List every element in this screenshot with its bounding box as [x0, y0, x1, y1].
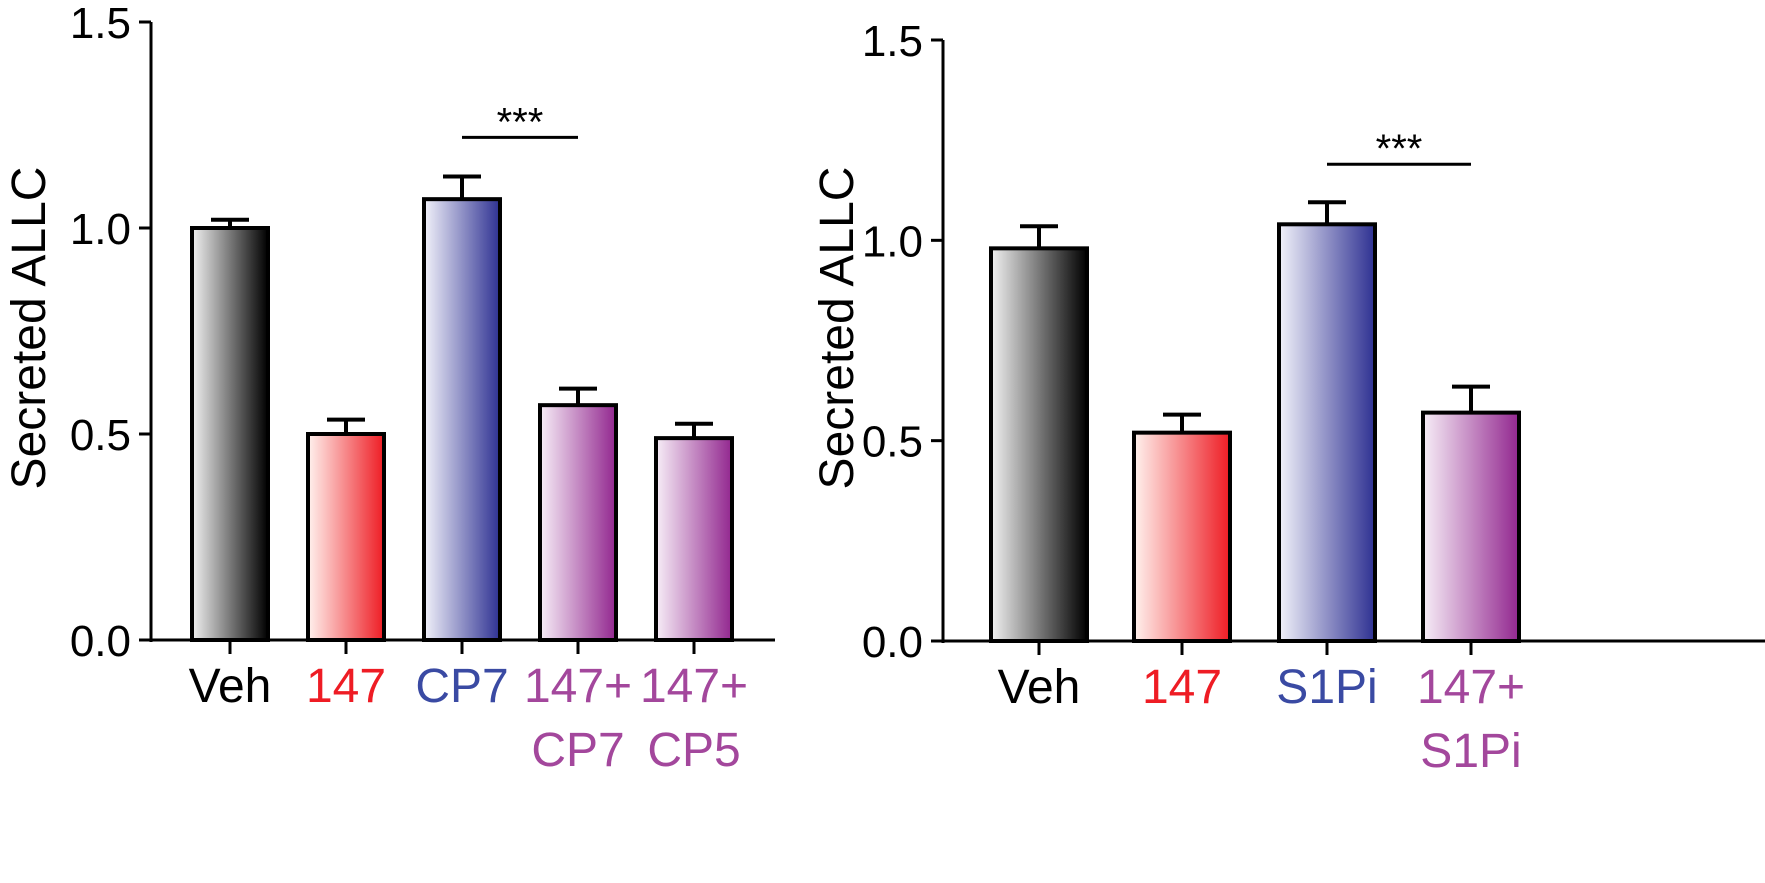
y-tick-label-3: 1.5: [70, 0, 131, 48]
left-bar-chart: Secreted ALLC 0.0 0.5 1.0 1.5 Veh 147 CP7 147+ CP…: [3, 0, 775, 777]
bar-2: [422, 197, 502, 642]
y-tick-label-1: 0.5: [862, 418, 923, 467]
y-tick-label-1: 0.5: [70, 411, 131, 460]
y-tick-label-2: 1.0: [862, 217, 923, 266]
x-category-label-3-0: 147+: [524, 660, 632, 713]
bar-3: [1421, 410, 1521, 643]
right-bar-chart: Secreted ALLC 0.0 0.5 1.0 1.5 Veh 147 S1Pi 147+ S…: [811, 17, 1765, 778]
x-category-label-1-0: 147: [306, 660, 386, 713]
y-axis-label: Secreted ALLC: [811, 167, 864, 490]
significance-label-0: ***: [1376, 127, 1423, 171]
bar-3: [538, 403, 618, 642]
y-tick-label-3: 1.5: [862, 17, 923, 66]
x-category-label-0-0: Veh: [189, 660, 272, 713]
x-category-label-2-0: S1Pi: [1276, 661, 1377, 714]
x-category-label-3-1: CP7: [531, 724, 624, 777]
bar-2: [1277, 222, 1377, 643]
bar-1: [1132, 430, 1232, 643]
bar-0: [989, 246, 1089, 643]
y-axis-label: Secreted ALLC: [3, 167, 56, 490]
bar-0: [190, 226, 270, 642]
y-tick-label-0: 0.0: [70, 617, 131, 666]
significance-label-0: ***: [497, 100, 544, 144]
y-tick-label-2: 1.0: [70, 205, 131, 254]
x-category-label-3-1: S1Pi: [1420, 725, 1521, 778]
x-category-label-4-1: CP5: [647, 724, 740, 777]
x-category-label-0-0: Veh: [998, 661, 1081, 714]
y-tick-label-0: 0.0: [862, 618, 923, 667]
bar-4: [654, 436, 734, 642]
x-category-label-2-0: CP7: [415, 660, 508, 713]
x-category-label-4-0: 147+: [640, 660, 748, 713]
x-category-label-1-0: 147: [1142, 661, 1222, 714]
bar-1: [306, 432, 386, 642]
x-category-label-3-0: 147+: [1417, 661, 1525, 714]
